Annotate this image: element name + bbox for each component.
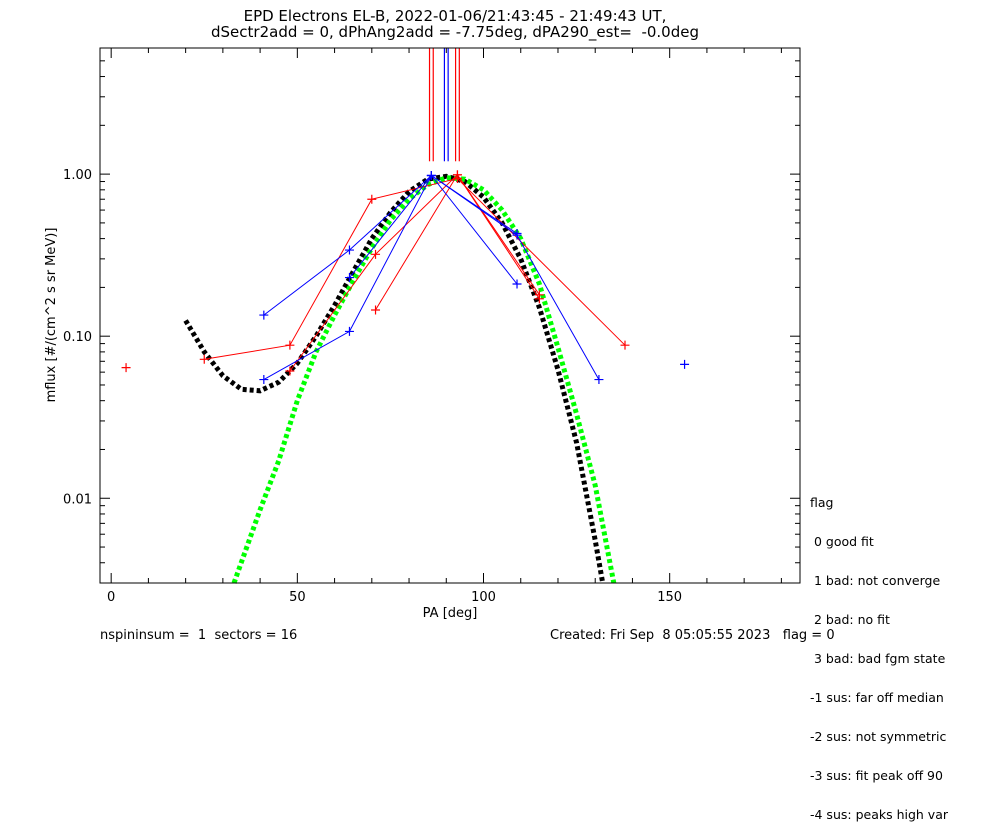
- data-point: [512, 229, 522, 239]
- fit-curve-black: [183, 173, 606, 584]
- data-point: [121, 363, 131, 373]
- data-point: [285, 340, 295, 350]
- series-line-red: [289, 174, 540, 372]
- y-tick-label: 0.10: [63, 330, 92, 345]
- fit-curve-green: [231, 175, 617, 584]
- legend-item: -3 sus: fit peak off 90: [810, 768, 943, 783]
- x-tick-label: 100: [471, 590, 496, 605]
- data-point: [259, 310, 269, 320]
- series-line-blue: [263, 174, 600, 380]
- data-point: [452, 170, 462, 180]
- data-point: [199, 354, 209, 364]
- legend-title: flag: [810, 495, 834, 510]
- legend-item: -1 sus: far off median: [810, 690, 944, 705]
- series-line-red: [204, 177, 626, 360]
- data-point: [344, 273, 354, 283]
- legend-item: 0 good fit: [810, 534, 874, 549]
- data-point: [680, 359, 690, 369]
- series-line-blue: [263, 174, 518, 381]
- legend-item: -4 sus: peaks high var: [810, 807, 949, 822]
- data-point: [371, 249, 381, 259]
- data-point: [512, 279, 522, 289]
- data-point: [367, 194, 377, 204]
- y-axis-label: mflux [#/(cm^2 s sr MeV)]: [44, 228, 59, 403]
- legend-item: 3 bad: bad fgm state: [810, 651, 946, 666]
- legend-item: 1 bad: not converge: [810, 573, 941, 588]
- y-tick-label: 1.00: [63, 168, 92, 183]
- chart-title-line2: dSectr2add = 0, dPhAng2add = -7.75deg, d…: [211, 23, 699, 41]
- data-point: [371, 305, 381, 315]
- data-point: [534, 290, 544, 300]
- x-tick-label: 50: [289, 590, 306, 605]
- data-point: [344, 326, 354, 336]
- footer-sectors-info: nspininsum = 1 sectors = 16: [100, 628, 298, 643]
- footer-created-info: Created: Fri Sep 8 05:05:55 2023 flag = …: [550, 628, 835, 643]
- data-point: [620, 340, 630, 350]
- y-tick-label: 0.01: [63, 492, 92, 507]
- data-point: [285, 366, 295, 376]
- x-axis-label: PA [deg]: [423, 606, 478, 621]
- x-tick-label: 0: [107, 590, 115, 605]
- flag-legend: flag 0 good fit 1 bad: not converge 2 ba…: [810, 470, 948, 834]
- data-point: [594, 375, 604, 385]
- chart-title-line1: EPD Electrons EL-B, 2022-01-06/21:43:45 …: [243, 7, 667, 25]
- data-point: [344, 245, 354, 255]
- data-point: [259, 375, 269, 385]
- chart-plot: 0 50 100 150 0.01 0.10 1.00 PA [deg] mflux [#/…: [44, 47, 801, 621]
- x-tick-label: 150: [657, 590, 682, 605]
- plot-frame: [99, 47, 801, 584]
- legend-item: 2 bad: no fit: [810, 612, 890, 627]
- legend-item: -2 sus: not symmetric: [810, 729, 947, 744]
- data-point: [426, 171, 436, 181]
